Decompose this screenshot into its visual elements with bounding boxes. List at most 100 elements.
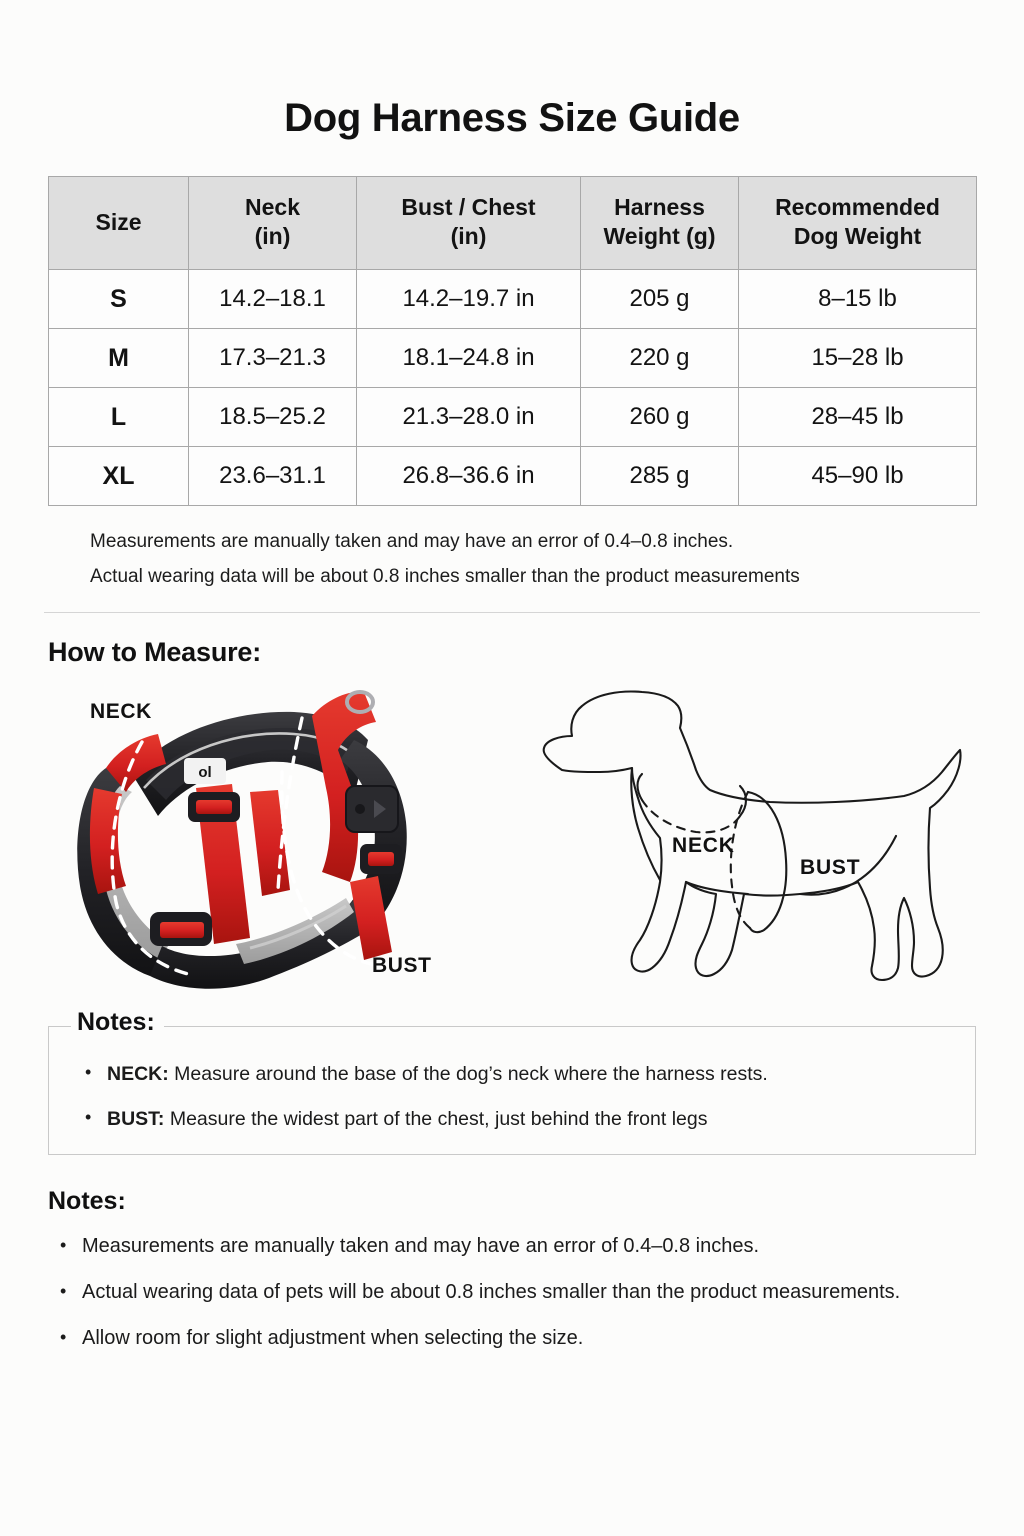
header-text-size: Size bbox=[95, 208, 142, 235]
dog-bust-loop-back bbox=[746, 791, 788, 934]
list-item: Measurements are manually taken and may … bbox=[60, 1232, 966, 1261]
dog-neck-dashed-loop bbox=[640, 799, 742, 834]
cell-dog-weight: 28–45 lb bbox=[738, 387, 977, 447]
dog-body-outline bbox=[542, 690, 962, 982]
harness-back-panel-highlight bbox=[146, 728, 354, 801]
bottom-notes-section: Notes: Measurements are manually taken a… bbox=[48, 1187, 976, 1353]
harness-slider-upper-webbing bbox=[196, 800, 232, 815]
column-header-neck: Neck (in) bbox=[188, 176, 357, 270]
harness-d-ring bbox=[345, 690, 375, 715]
cell-neck: 14.2–18.1 bbox=[188, 269, 357, 329]
section-divider bbox=[44, 612, 980, 614]
dog-neck-label: NECK bbox=[672, 834, 735, 857]
cell-bust: 26.8–36.6 in bbox=[356, 446, 581, 506]
header-text-neck-line2: (in) bbox=[254, 223, 291, 249]
harness-neck-dashed-loop bbox=[110, 740, 190, 976]
header-text-harness-line2: Weight (g) bbox=[603, 223, 716, 249]
cell-harness-weight: 220 g bbox=[580, 328, 739, 388]
table-header-row: Size Neck (in) Bust / Chest (in) Harness… bbox=[48, 176, 977, 270]
table-row: S 14.2–18.1 14.2–19.7 in 205 g 8–15 lb bbox=[48, 269, 977, 329]
size-table-head: Size Neck (in) Bust / Chest (in) Harness… bbox=[48, 176, 977, 270]
harness-neck-label: NECK bbox=[90, 700, 152, 724]
dog-diagram: NECK BUST bbox=[500, 666, 1020, 1022]
harness-right-red-strap bbox=[350, 876, 392, 961]
measure-note-term: NECK: bbox=[107, 1063, 169, 1086]
dog-drawing: NECK BUST bbox=[542, 690, 962, 982]
header-text-bust-line1: Bust / Chest bbox=[401, 194, 536, 221]
cell-size: S bbox=[48, 269, 189, 329]
cell-dog-weight: 15–28 lb bbox=[738, 328, 977, 388]
harness-belly-strap bbox=[150, 900, 372, 990]
table-footnotes: Measurements are manually taken and may … bbox=[48, 524, 976, 594]
column-header-bust: Bust / Chest (in) bbox=[356, 176, 581, 270]
column-header-dog-weight: Recommended Dog Weight bbox=[738, 176, 977, 270]
harness-chest-mesh bbox=[236, 898, 354, 965]
harness-buckle-lower bbox=[360, 844, 402, 875]
bottom-notes-title: Notes: bbox=[48, 1186, 126, 1215]
cell-harness-weight: 285 g bbox=[580, 446, 739, 506]
cell-bust: 14.2–19.7 in bbox=[356, 269, 581, 329]
cell-harness-weight: 205 g bbox=[580, 269, 739, 329]
page-title: Dog Harness Size Guide bbox=[284, 96, 740, 140]
cell-size: L bbox=[48, 387, 189, 447]
dog-bust-dashed-front bbox=[729, 791, 752, 930]
cell-harness-weight: 260 g bbox=[580, 387, 739, 447]
cell-size: M bbox=[48, 328, 189, 388]
harness-illustration: NECK BUST bbox=[54, 676, 474, 1006]
column-header-harness-weight: Harness Weight (g) bbox=[580, 176, 739, 270]
measure-illustrations: NECK BUST bbox=[48, 672, 976, 1024]
harness-drawing: ol bbox=[77, 690, 407, 990]
measure-note-term: BUST: bbox=[107, 1108, 165, 1131]
how-to-measure-heading: How to Measure: bbox=[48, 637, 262, 668]
list-item: NECK: Measure around the base of the dog… bbox=[85, 1058, 951, 1090]
cell-neck: 23.6–31.1 bbox=[188, 446, 357, 506]
harness-bust-label: BUST bbox=[372, 954, 432, 978]
harness-logo-glyph: ol bbox=[198, 764, 211, 781]
measure-notes-box: Notes: NECK: Measure around the base of … bbox=[48, 1008, 976, 1155]
measure-notes-legend: Notes: bbox=[71, 1008, 164, 1038]
harness-bust-dashed-line bbox=[280, 770, 386, 968]
header-text-dogweight-line1: Recommended bbox=[775, 194, 940, 221]
cell-bust: 18.1–24.8 in bbox=[356, 328, 581, 388]
dog-neck-loop-back bbox=[738, 785, 748, 818]
measure-notes-list: NECK: Measure around the base of the dog… bbox=[49, 1058, 975, 1135]
harness-neck-dashed-line bbox=[276, 716, 304, 892]
cell-bust: 21.3–28.0 in bbox=[356, 387, 581, 447]
table-footnote-line: Measurements are manually taken and may … bbox=[90, 531, 734, 552]
cell-dog-weight: 8–15 lb bbox=[738, 269, 977, 329]
table-footnote-line: Actual wearing data will be about 0.8 in… bbox=[90, 566, 800, 588]
list-item: Actual wearing data of pets will be abou… bbox=[60, 1278, 966, 1307]
measure-note-text: Measure the widest part of the chest, ju… bbox=[164, 1108, 708, 1131]
dog-bust-label: BUST bbox=[800, 856, 860, 879]
header-text-harness-line1: Harness bbox=[614, 194, 705, 221]
harness-slider-lower-webbing bbox=[160, 922, 204, 939]
table-row: L 18.5–25.2 21.3–28.0 in 260 g 28–45 lb bbox=[48, 387, 977, 447]
header-text-dogweight-line2: Dog Weight bbox=[793, 223, 922, 249]
harness-main-red-strap bbox=[312, 691, 376, 883]
cell-neck: 18.5–25.2 bbox=[188, 387, 357, 447]
harness-chest-mesh-trim bbox=[249, 905, 347, 950]
bottom-notes-list: Measurements are manually taken and may … bbox=[48, 1232, 976, 1353]
dog-belly-line bbox=[684, 881, 750, 896]
cell-neck: 17.3–21.3 bbox=[188, 328, 357, 388]
harness-red-strap-left bbox=[106, 734, 166, 793]
size-table-body: S 14.2–18.1 14.2–19.7 in 205 g 8–15 lb M… bbox=[48, 269, 977, 506]
size-table: Size Neck (in) Bust / Chest (in) Harness… bbox=[48, 176, 977, 506]
header-text-neck-line1: Neck bbox=[245, 194, 300, 221]
column-header-size: Size bbox=[48, 176, 189, 270]
harness-logo-patch bbox=[184, 758, 226, 785]
harness-left-mesh bbox=[101, 786, 170, 959]
dog-front-leg-inner bbox=[630, 767, 662, 882]
cell-size: XL bbox=[48, 446, 189, 506]
harness-red-strap-left-lower bbox=[89, 788, 126, 895]
table-row: XL 23.6–31.1 26.8–36.6 in 285 g 45–90 lb bbox=[48, 446, 977, 506]
table-row: M 17.3–21.3 18.1–24.8 in 220 g 15–28 lb bbox=[48, 328, 977, 388]
harness-center-red-strap bbox=[196, 784, 250, 945]
list-item: Allow room for slight adjustment when se… bbox=[60, 1324, 966, 1353]
cell-dog-weight: 45–90 lb bbox=[738, 446, 977, 506]
list-item: BUST: Measure the widest part of the che… bbox=[85, 1103, 951, 1135]
measure-note-text: Measure around the base of the dog’s nec… bbox=[168, 1063, 768, 1086]
harness-inner-red-strap bbox=[250, 790, 290, 897]
header-text-bust-line2: (in) bbox=[450, 223, 487, 249]
